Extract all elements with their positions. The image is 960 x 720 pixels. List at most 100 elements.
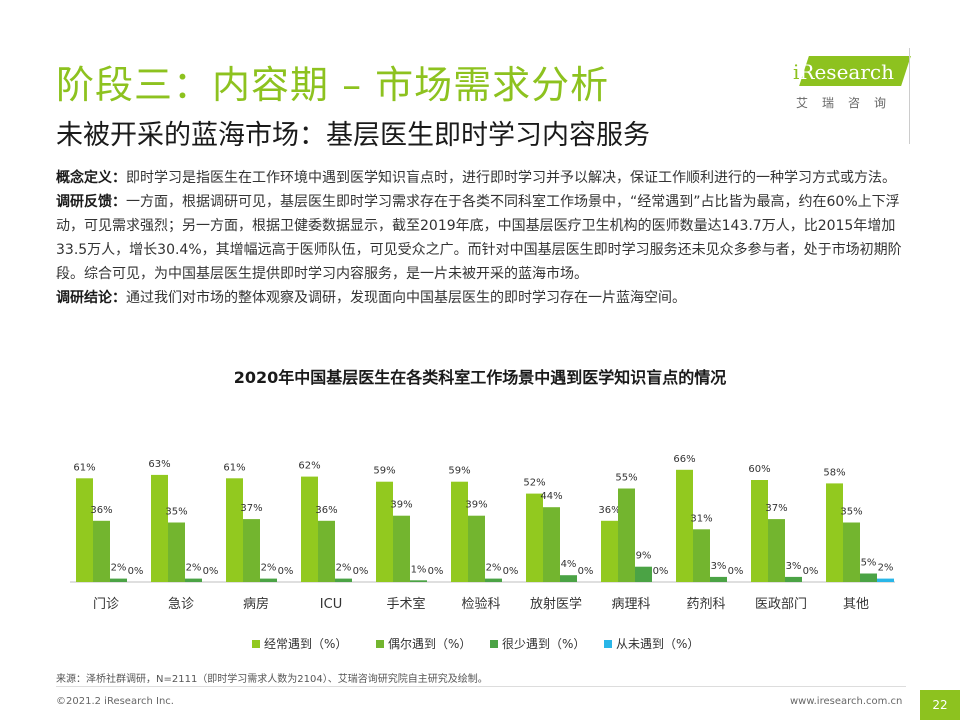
- data-label: 3%: [711, 561, 727, 572]
- bar-1-0: [93, 520, 110, 582]
- bar-0-8: [676, 469, 693, 582]
- bar-1-2: [243, 519, 260, 582]
- page-number: 22: [920, 690, 960, 720]
- copyright: ©2021.2 iResearch Inc.: [56, 696, 174, 707]
- bar-2-6: [560, 575, 577, 582]
- data-label: 0%: [353, 566, 369, 577]
- category-label: 药剂科: [686, 597, 725, 612]
- footer-divider: [56, 686, 906, 687]
- data-label: 36%: [598, 505, 620, 516]
- category-label: 病理科: [611, 597, 650, 612]
- category-label: 手术室: [386, 596, 425, 612]
- bar-1-5: [468, 515, 485, 582]
- bar-0-3: [301, 476, 318, 582]
- legend-swatch: [252, 640, 260, 648]
- data-label: 59%: [448, 466, 470, 477]
- bar-1-7: [618, 488, 635, 582]
- data-label: 0%: [803, 566, 819, 577]
- legend-swatch: [604, 640, 612, 648]
- data-label: 66%: [673, 454, 695, 465]
- definition-paragraph: 概念定义：即时学习是指医生在工作环境中遇到医学知识盲点时，进行即时学习并予以解决…: [56, 170, 896, 186]
- data-label: 2%: [486, 563, 502, 574]
- bar-2-8: [710, 576, 727, 582]
- data-label: 0%: [203, 566, 219, 577]
- bar-2-2: [260, 578, 277, 582]
- data-label: 60%: [748, 464, 770, 475]
- data-label: 52%: [523, 478, 545, 489]
- website-link[interactable]: www.iresearch.com.cn: [790, 696, 903, 707]
- bar-1-1: [168, 522, 185, 582]
- data-label: 0%: [128, 566, 144, 577]
- data-label: 59%: [373, 466, 395, 477]
- bar-0-9: [751, 480, 768, 582]
- category-label: 门诊: [93, 597, 119, 612]
- data-label: 0%: [428, 566, 444, 577]
- chart-title: 2020年中国基层医生在各类科室工作场景中遇到医学知识盲点的情况: [233, 368, 727, 387]
- data-label: 39%: [390, 500, 412, 511]
- bar-2-7: [635, 566, 652, 582]
- data-label: 2%: [111, 563, 127, 574]
- category-label: 放射医学: [530, 596, 582, 612]
- bar-2-10: [860, 573, 877, 582]
- data-label: 4%: [561, 559, 577, 570]
- data-label: 55%: [615, 473, 637, 484]
- legend-label: 很少遇到（%）: [502, 637, 585, 651]
- feedback-paragraph: 调研反馈：一方面，根据调研可见，基层医生即时学习需求存在于各类不同科室工作场景中…: [56, 194, 902, 282]
- logo-cn: 艾瑞咨询: [796, 96, 901, 110]
- bar-0-7: [601, 520, 618, 582]
- bar-0-0: [76, 478, 93, 582]
- bar-0-6: [526, 493, 543, 582]
- logo-wordmark: iResearch: [793, 60, 894, 84]
- bar-2-0: [110, 578, 127, 582]
- bar-1-4: [393, 515, 410, 582]
- data-label: 0%: [728, 566, 744, 577]
- data-label: 5%: [861, 558, 877, 569]
- data-label: 63%: [148, 459, 170, 470]
- bar-1-10: [843, 522, 860, 582]
- data-label: 1%: [411, 564, 427, 575]
- data-label: 35%: [165, 507, 187, 518]
- bar-2-5: [485, 578, 502, 582]
- bar-0-10: [826, 483, 843, 582]
- data-label: 2%: [186, 563, 202, 574]
- data-label: 61%: [223, 462, 245, 473]
- bar-0-4: [376, 481, 393, 582]
- header-divider: [909, 48, 910, 144]
- bar-0-2: [226, 478, 243, 582]
- bar-2-9: [785, 576, 802, 582]
- legend-swatch: [376, 640, 384, 648]
- data-label: 0%: [503, 566, 519, 577]
- iresearch-logo: iResearch 艾瑞咨询: [788, 56, 928, 136]
- page-subtitle: 未被开采的蓝海市场：基层医生即时学习内容服务: [56, 120, 650, 151]
- bar-1-8: [693, 529, 710, 582]
- bar-2-1: [185, 578, 202, 582]
- data-label: 36%: [315, 505, 337, 516]
- bar-0-1: [151, 474, 168, 582]
- data-label: 2%: [878, 563, 894, 574]
- analysis-text: 概念定义：即时学习是指医生在工作环境中遇到医学知识盲点时，进行即时学习并予以解决…: [56, 166, 918, 310]
- bar-2-4: [410, 580, 427, 582]
- legend-label: 经常遇到（%）: [264, 637, 347, 651]
- data-label: 37%: [240, 503, 262, 514]
- data-label: 36%: [90, 505, 112, 516]
- category-label: 病房: [243, 596, 269, 612]
- data-label: 35%: [840, 507, 862, 518]
- data-label: 0%: [653, 566, 669, 577]
- data-label: 3%: [786, 561, 802, 572]
- data-label: 61%: [73, 462, 95, 473]
- legend-label: 偶尔遇到（%）: [388, 636, 471, 651]
- data-label: 37%: [765, 503, 787, 514]
- legend-label: 从未遇到（%）: [616, 637, 699, 651]
- conclusion-paragraph: 调研结论：通过我们对市场的整体观察及调研，发现面向中国基层医生的即时学习存在一片…: [56, 290, 686, 306]
- data-label: 39%: [465, 500, 487, 511]
- category-label: 检验科: [461, 596, 500, 612]
- data-label: 0%: [278, 566, 294, 577]
- category-label: 医政部门: [755, 597, 807, 612]
- data-label: 2%: [261, 563, 277, 574]
- source-note: 来源：泽桥社群调研，N=2111（即时学习需求人数为2104）、艾瑞咨询研究院自…: [56, 674, 488, 685]
- category-label: ICU: [320, 597, 342, 612]
- legend-swatch: [490, 640, 498, 648]
- bar-3-10: [877, 578, 894, 582]
- page-title: 阶段三：内容期 – 市场需求分析: [56, 63, 610, 107]
